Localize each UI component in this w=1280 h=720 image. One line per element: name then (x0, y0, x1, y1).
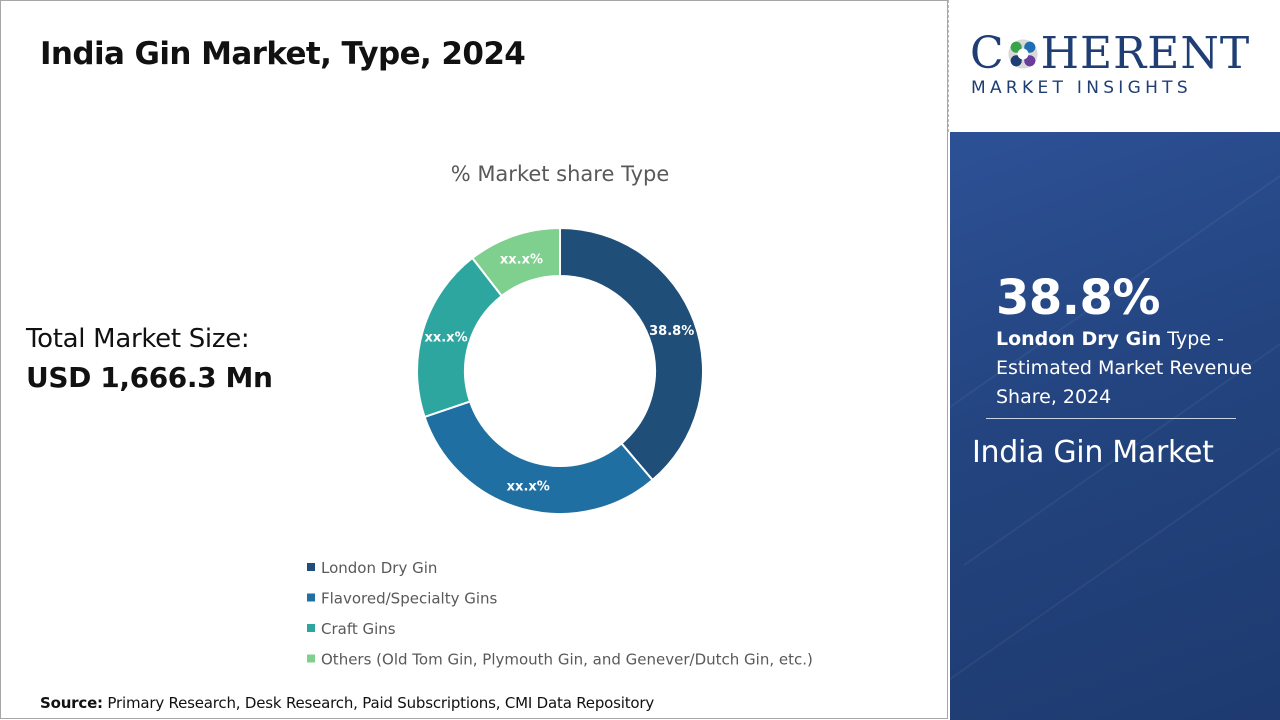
source-note: Source: Primary Research, Desk Research,… (40, 694, 654, 712)
highlight-segment-name: London Dry Gin (996, 328, 1162, 350)
source-text: Primary Research, Desk Research, Paid Su… (102, 694, 655, 712)
legend-label: Flavored/Specialty Gins (321, 590, 498, 608)
market-name: India Gin Market (972, 435, 1214, 470)
donut-slice (559, 226, 704, 482)
highlight-description-text: Type - Estimated Market Revenue Share, 2… (996, 328, 1253, 408)
logo-wordmark: C HERENT (970, 30, 1250, 78)
panel-divider (986, 418, 1236, 419)
legend-label: Others (Old Tom Gin, Plymouth Gin, and G… (321, 651, 813, 669)
legend-swatch (307, 624, 315, 632)
logo-letter-c: C (970, 28, 1005, 79)
panel-texture (950, 380, 1280, 720)
donut-slice (470, 226, 561, 298)
chart-svg: % Market share Type 38.8% xx.x% xx.x% xx.x% L… (307, 162, 813, 669)
page-title: India Gin Market, Type, 2024 (40, 36, 526, 72)
legend-swatch (307, 654, 315, 663)
logo-tagline: MARKET INSIGHTS (971, 78, 1192, 98)
highlight-description: London Dry Gin Type - Estimated Market R… (996, 325, 1266, 412)
source-label: Source: (40, 694, 103, 712)
total-market-size-value: USD 1,666.3 Mn (26, 361, 273, 394)
brand-logo: C HERENT MARKET INSIGHTS (950, 0, 1280, 132)
divider-dashed (948, 0, 949, 132)
legend-swatch (307, 593, 315, 602)
highlight-panel: 38.8% London Dry Gin Type - Estimated Ma… (950, 132, 1280, 720)
logo-letters-herent: HERENT (1040, 28, 1251, 79)
legend-swatch (307, 563, 315, 571)
slice-data-label: 38.8% (649, 324, 694, 339)
logo-globe-icon (1005, 37, 1040, 71)
slice-data-label: xx.x% (507, 480, 550, 495)
donut-chart: % Market share Type 38.8% xx.x% xx.x% xx.x% L… (300, 150, 920, 680)
highlight-percentage: 38.8% (996, 270, 1161, 326)
total-market-size-label: Total Market Size: (26, 324, 250, 354)
chart-title: % Market share Type (451, 162, 670, 186)
slice-data-label: xx.x% (424, 331, 467, 346)
legend-label: Craft Gins (321, 620, 396, 638)
legend-label: London Dry Gin (321, 559, 437, 577)
donut-slice (423, 400, 654, 515)
slice-data-label: xx.x% (500, 252, 543, 267)
chart-frame (0, 0, 948, 719)
